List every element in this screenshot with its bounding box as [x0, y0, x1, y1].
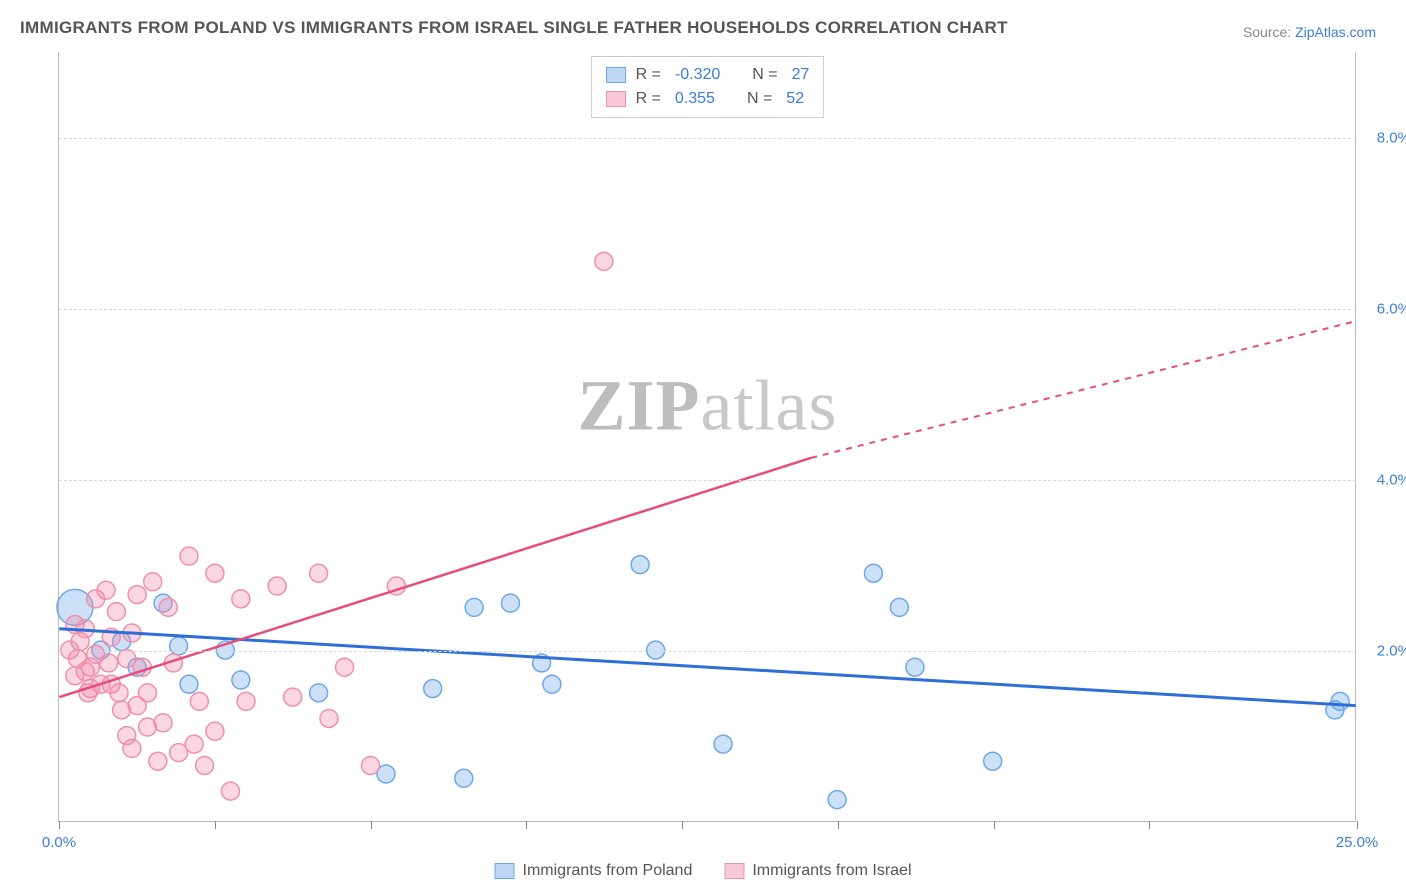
- scatter-point: [864, 564, 882, 582]
- scatter-point: [139, 684, 157, 702]
- chart-title: IMMIGRANTS FROM POLAND VS IMMIGRANTS FRO…: [20, 18, 1008, 38]
- x-tick: [371, 821, 372, 829]
- legend-bottom: Immigrants from Poland Immigrants from I…: [495, 862, 912, 880]
- x-tick: [994, 821, 995, 829]
- r-value-israel: 0.355: [675, 87, 715, 111]
- correlation-stats-box: R = -0.320 N = 27 R = 0.355 N = 52: [591, 56, 825, 118]
- scatter-point: [984, 752, 1002, 770]
- plot-svg: [59, 52, 1356, 821]
- chart-container: IMMIGRANTS FROM POLAND VS IMMIGRANTS FRO…: [0, 0, 1406, 892]
- scatter-point: [501, 594, 519, 612]
- trend-line-extrapolated: [811, 321, 1355, 458]
- scatter-point: [336, 658, 354, 676]
- scatter-point: [232, 671, 250, 689]
- scatter-point: [206, 722, 224, 740]
- x-tick: [838, 821, 839, 829]
- scatter-point: [465, 598, 483, 616]
- scatter-point: [595, 252, 613, 270]
- scatter-point: [149, 752, 167, 770]
- swatch-israel: [606, 91, 626, 107]
- gridline: [59, 480, 1356, 481]
- scatter-point: [97, 581, 115, 599]
- plot-area: ZIPatlas R = -0.320 N = 27 R = 0.355 N =…: [58, 52, 1356, 822]
- x-tick: [215, 821, 216, 829]
- scatter-point: [714, 735, 732, 753]
- legend-swatch-poland: [495, 863, 515, 879]
- trend-line: [59, 458, 811, 697]
- y-tick-label: 6.0%: [1377, 300, 1406, 317]
- scatter-point: [232, 590, 250, 608]
- r-label: R =: [636, 63, 661, 87]
- scatter-point: [455, 769, 473, 787]
- n-label: N =: [752, 63, 777, 87]
- x-tick: [526, 821, 527, 829]
- r-value-poland: -0.320: [675, 63, 720, 87]
- gridline: [59, 651, 1356, 652]
- scatter-point: [284, 688, 302, 706]
- stats-row-israel: R = 0.355 N = 52: [606, 87, 810, 111]
- x-tick: [59, 821, 60, 829]
- scatter-point: [185, 735, 203, 753]
- gridline: [59, 309, 1356, 310]
- n-value-poland: 27: [792, 63, 810, 87]
- scatter-point: [310, 564, 328, 582]
- scatter-point: [100, 654, 118, 672]
- x-tick-label: 0.0%: [42, 834, 76, 851]
- scatter-point: [890, 598, 908, 616]
- scatter-point: [196, 756, 214, 774]
- scatter-point: [221, 782, 239, 800]
- x-tick: [1357, 821, 1358, 829]
- scatter-point: [237, 692, 255, 710]
- scatter-point: [128, 586, 146, 604]
- scatter-point: [170, 637, 188, 655]
- scatter-point: [159, 598, 177, 616]
- r-label: R =: [636, 87, 661, 111]
- x-tick-label: 25.0%: [1336, 834, 1379, 851]
- source-attribution: Source: ZipAtlas.com: [1243, 24, 1376, 40]
- scatter-point: [144, 573, 162, 591]
- scatter-point: [110, 684, 128, 702]
- n-value-israel: 52: [786, 87, 804, 111]
- swatch-poland: [606, 67, 626, 83]
- legend-item-israel: Immigrants from Israel: [724, 862, 911, 880]
- scatter-point: [906, 658, 924, 676]
- scatter-point: [543, 675, 561, 693]
- source-prefix: Source:: [1243, 24, 1295, 40]
- legend-label-israel: Immigrants from Israel: [752, 862, 911, 880]
- scatter-point: [206, 564, 224, 582]
- legend-item-poland: Immigrants from Poland: [495, 862, 693, 880]
- scatter-point: [320, 709, 338, 727]
- scatter-point: [180, 675, 198, 693]
- y-tick-label: 8.0%: [1377, 129, 1406, 146]
- scatter-point: [190, 692, 208, 710]
- x-tick: [1149, 821, 1150, 829]
- y-tick-label: 4.0%: [1377, 471, 1406, 488]
- scatter-point: [361, 756, 379, 774]
- scatter-point: [424, 680, 442, 698]
- source-link[interactable]: ZipAtlas.com: [1295, 24, 1376, 40]
- x-tick: [682, 821, 683, 829]
- y-tick-label: 2.0%: [1377, 642, 1406, 659]
- scatter-point: [180, 547, 198, 565]
- gridline: [59, 138, 1356, 139]
- trend-line: [59, 629, 1355, 706]
- scatter-point: [828, 791, 846, 809]
- scatter-point: [310, 684, 328, 702]
- scatter-point: [631, 556, 649, 574]
- legend-label-poland: Immigrants from Poland: [523, 862, 693, 880]
- legend-swatch-israel: [724, 863, 744, 879]
- scatter-point: [154, 714, 172, 732]
- n-label: N =: [747, 87, 772, 111]
- scatter-point: [123, 739, 141, 757]
- scatter-point: [107, 603, 125, 621]
- stats-row-poland: R = -0.320 N = 27: [606, 63, 810, 87]
- scatter-point: [268, 577, 286, 595]
